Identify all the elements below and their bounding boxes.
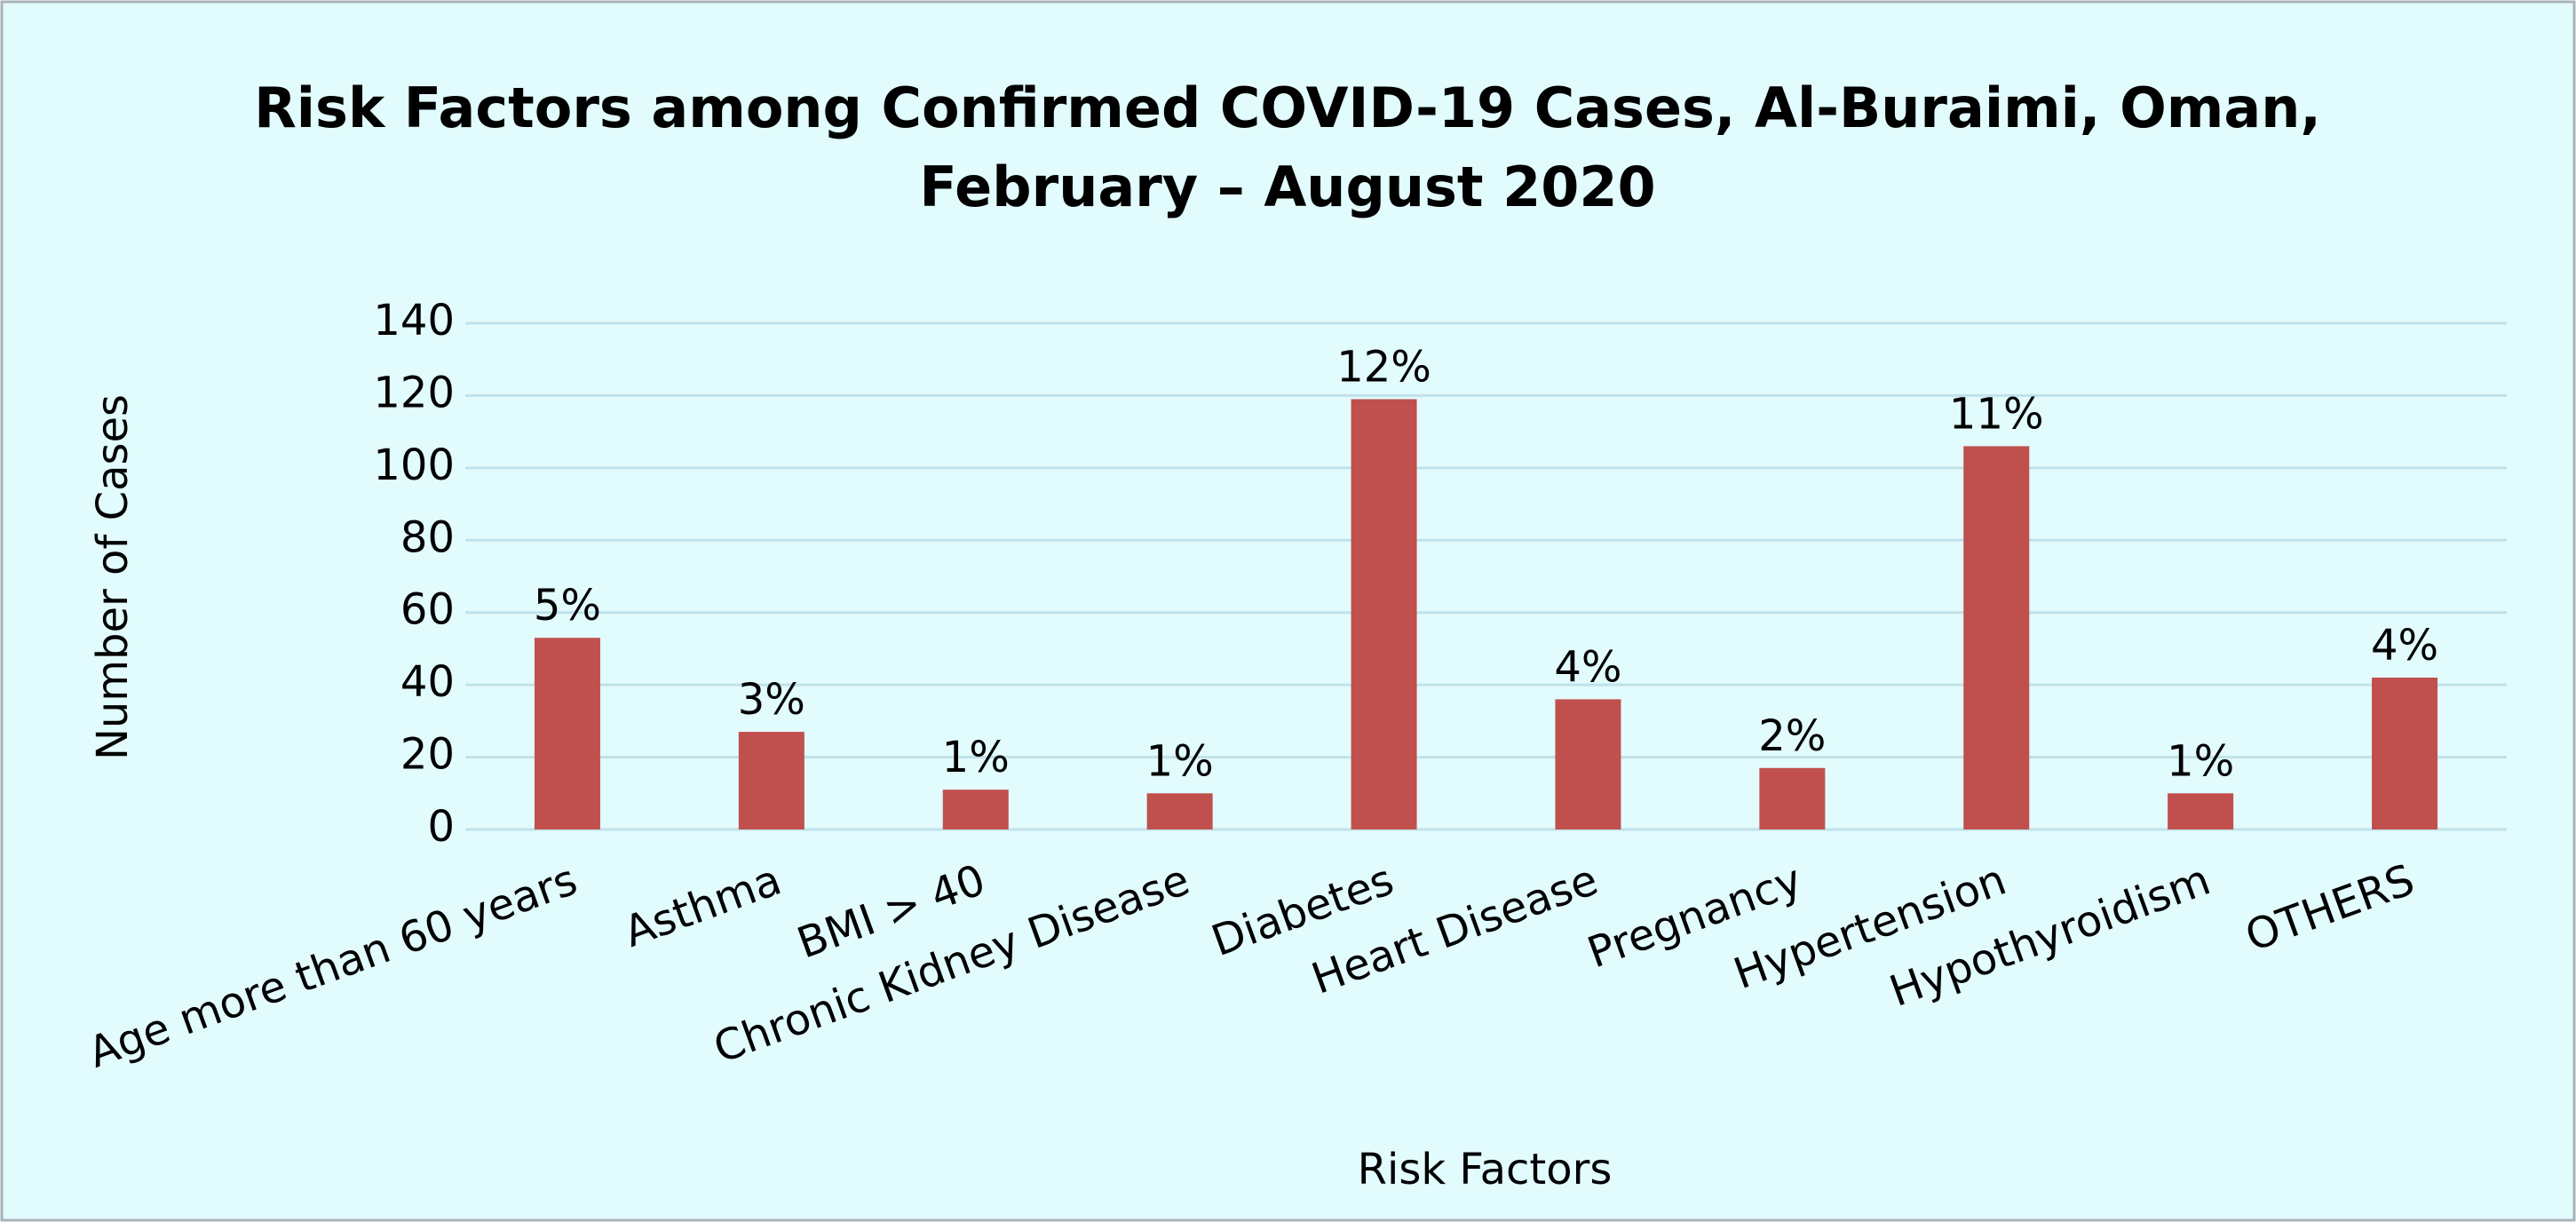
- data-label: 12%: [1336, 343, 1431, 393]
- data-label: 2%: [1758, 711, 1826, 761]
- data-label: 3%: [738, 675, 805, 725]
- y-tick-label: 60: [400, 585, 455, 635]
- y-tick-label: 100: [373, 440, 455, 490]
- bar: [1146, 793, 1213, 829]
- bar: [942, 790, 1009, 829]
- bar: [2372, 678, 2438, 829]
- data-label: 1%: [2167, 736, 2234, 786]
- bar: [1351, 399, 1417, 829]
- bar: [738, 732, 805, 829]
- y-tick-label: 40: [400, 657, 455, 707]
- data-label: 1%: [1146, 736, 1214, 786]
- bar: [1555, 699, 1621, 829]
- y-tick-label: 140: [373, 296, 455, 345]
- bar: [1963, 446, 2030, 829]
- y-tick-label: 0: [427, 802, 455, 852]
- bar: [2168, 793, 2234, 829]
- chart-title: February – August 2020: [919, 155, 1655, 219]
- chart-title: Risk Factors among Confirmed COVID-19 Ca…: [254, 75, 2321, 140]
- y-axis-label: Number of Cases: [88, 394, 138, 760]
- data-label: 5%: [534, 581, 601, 631]
- y-tick-label: 80: [400, 512, 455, 562]
- data-label: 4%: [1554, 642, 1621, 692]
- y-tick-label: 120: [373, 368, 455, 417]
- data-label: 4%: [2371, 621, 2438, 671]
- bar: [534, 638, 600, 829]
- x-axis-label: Risk Factors: [1358, 1145, 1613, 1194]
- y-tick-label: 20: [400, 730, 455, 780]
- data-label: 11%: [1949, 389, 2044, 439]
- bar: [1759, 767, 1826, 829]
- data-label: 1%: [942, 733, 1010, 782]
